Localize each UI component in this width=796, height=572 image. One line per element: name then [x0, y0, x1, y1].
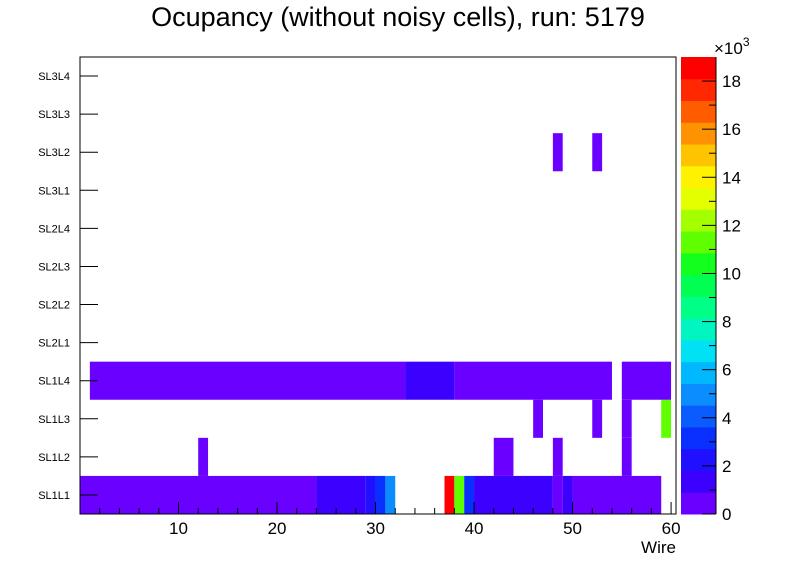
z-exponent-label: ×103	[714, 35, 750, 58]
z-tick-label: 4	[722, 409, 731, 428]
x-tick-label: 30	[366, 519, 385, 538]
heatmap-cell	[592, 399, 603, 438]
x-tick-label: 50	[563, 519, 582, 538]
y-tick-label: SL3L3	[38, 109, 70, 121]
plot-frame	[79, 56, 677, 515]
cells-layer	[80, 133, 672, 514]
y-tick-label: SL2L3	[38, 261, 70, 273]
palette-color-band	[681, 296, 716, 319]
palette-color-band	[681, 252, 716, 276]
palette-layer: 0 2 4 6 8 10 12 14 16 18	[681, 57, 741, 524]
z-tick-label: 10	[722, 264, 741, 283]
x-axis-label: Wire	[641, 538, 676, 557]
z-tick-label: 12	[722, 216, 741, 235]
y-tick-label: SL3L2	[38, 147, 70, 159]
palette-color-band	[681, 209, 716, 232]
heatmap-cell	[444, 475, 455, 514]
palette-color-band	[681, 57, 716, 80]
x-tick-label: 40	[465, 519, 484, 538]
y-tick-label: SL1L1	[38, 490, 70, 502]
x-tick-label: 60	[662, 519, 681, 538]
x-tick-label: 10	[169, 519, 188, 538]
heatmap-cell	[454, 475, 465, 514]
palette-color-band	[681, 426, 716, 450]
heatmap-cell	[385, 475, 396, 514]
heatmap-cell	[572, 475, 662, 514]
heatmap-cell	[621, 361, 672, 400]
heatmap-cell	[464, 475, 475, 514]
palette-color-band	[681, 339, 716, 363]
y-tick-label: SL3L4	[38, 71, 70, 83]
palette-color-band	[681, 470, 716, 493]
palette-color-band	[681, 100, 716, 123]
heatmap-cell	[552, 475, 563, 514]
y-tick-label: SL1L4	[38, 376, 70, 388]
y-tick-label: SL2L1	[38, 338, 70, 350]
z-tick-label: 18	[722, 72, 741, 91]
heatmap-cell	[552, 133, 563, 172]
palette-color-band	[681, 448, 716, 471]
palette-color-band	[681, 274, 716, 297]
heatmap-cell	[621, 437, 632, 476]
palette-color-band	[681, 318, 716, 341]
x-tick-label: 20	[268, 519, 287, 538]
heatmap-cell	[316, 475, 366, 514]
y-tick-label: SL2L2	[38, 300, 70, 312]
z-tick-label: 8	[722, 313, 731, 332]
palette-color-band	[681, 165, 716, 189]
y-tick-label: SL1L2	[38, 452, 70, 464]
palette-color-band	[681, 405, 716, 428]
palette-color-band	[681, 231, 716, 254]
palette-color-band	[681, 144, 716, 167]
palette-color-band	[681, 492, 716, 515]
axes-layer: 10 20 30 40 50 60 SL1L1 SL1L2 SL1L3 SL1L4 SL2L1 SL2…	[38, 71, 680, 538]
heatmap-cell	[493, 437, 514, 476]
z-tick-label: 14	[722, 168, 741, 187]
heatmap-cell	[365, 475, 376, 514]
z-tick-label: 16	[722, 120, 741, 139]
palette-color-band	[681, 383, 716, 406]
heatmap-cell	[552, 437, 563, 476]
y-tick-label: SL3L1	[38, 185, 70, 197]
heatmap-cell	[375, 475, 386, 514]
palette-color-band	[681, 187, 716, 210]
z-exponent-power: 3	[743, 35, 750, 49]
heatmap-cell	[405, 361, 455, 400]
heatmap-cell	[621, 399, 632, 438]
y-tick-label: SL1L3	[38, 414, 70, 426]
z-tick-label: 0	[722, 505, 731, 524]
z-tick-label: 2	[722, 457, 731, 476]
heatmap-cell	[592, 133, 603, 172]
heatmap-cell	[89, 361, 406, 400]
heatmap-cell	[198, 437, 209, 476]
heatmap-cell	[474, 475, 553, 514]
chart-title: Ocupancy (without noisy cells), run: 517…	[151, 2, 645, 32]
heatmap-cell	[562, 475, 573, 514]
heatmap-cell	[533, 399, 544, 438]
palette-color-band	[681, 361, 716, 384]
heatmap-cell	[661, 399, 672, 438]
y-tick-label: SL2L4	[38, 223, 70, 235]
z-tick-label: 6	[722, 361, 731, 380]
heatmap-cell	[454, 361, 612, 400]
palette-color-band	[681, 78, 716, 102]
palette-color-band	[681, 122, 716, 145]
